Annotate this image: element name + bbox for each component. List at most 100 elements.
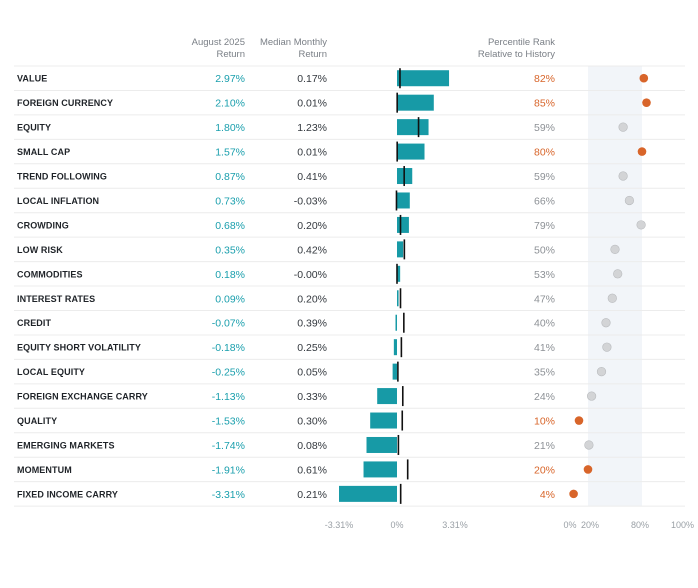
rank-axis-tick: 100% [671, 520, 694, 530]
median-return-value: -0.03% [294, 195, 327, 207]
factor-label: EQUITY SHORT VOLATILITY [17, 343, 141, 353]
factor-row: MOMENTUM -1.91% 0.61% 20% [14, 459, 685, 483]
percentile-value: 59% [534, 171, 555, 183]
factor-label: QUALITY [17, 416, 57, 426]
percentile-dot [613, 269, 623, 279]
median-return-value: 0.33% [297, 391, 327, 403]
percentile-dot-highlight [639, 73, 649, 83]
percentile-dot [610, 244, 620, 254]
bar-axis-tick: -3.31% [325, 520, 354, 530]
factor-label: FOREIGN CURRENCY [17, 98, 113, 108]
august-return-value: -3.31% [212, 489, 245, 501]
august-return-value: 0.87% [215, 171, 245, 183]
median-return-value: -0.00% [294, 269, 327, 281]
august-return-value: 1.80% [215, 122, 245, 134]
bar-axis-tick: 3.31% [442, 520, 468, 530]
percentile-header-line2: Relative to History [478, 49, 555, 60]
factor-row: FOREIGN EXCHANGE CARRY -1.13% 0.33% 24% [14, 386, 685, 409]
median-return-value: 0.41% [297, 171, 327, 183]
percentile-dot [636, 220, 646, 230]
percentile-value: 10% [534, 416, 555, 428]
factor-row: LOW RISK 0.35% 0.42% 50% [14, 239, 685, 263]
percentile-dot [618, 122, 628, 132]
percentile-value: 80% [534, 147, 555, 159]
august-return-value: -0.07% [212, 318, 245, 330]
return-bar [397, 143, 425, 160]
factor-row: CREDIT -0.07% 0.39% 40% [14, 312, 685, 336]
percentile-dot [584, 440, 594, 450]
factor-label: FIXED INCOME CARRY [17, 489, 118, 499]
percentile-value: 66% [534, 195, 555, 207]
factor-label: INTEREST RATES [17, 294, 95, 304]
august-return-value: 2.97% [215, 73, 245, 85]
factor-row: FIXED INCOME CARRY -3.31% 0.21% 4% [14, 483, 685, 507]
percentile-value: 59% [534, 122, 555, 134]
percentile-dot-highlight [574, 416, 584, 425]
percentile-value: 35% [534, 367, 555, 379]
median-return-value: 1.23% [297, 122, 327, 134]
percentile-dot-highlight [637, 147, 647, 156]
factor-row: FOREIGN CURRENCY 2.10% 0.01% 85% [14, 92, 685, 116]
return-bar [397, 290, 399, 307]
factor-label: EMERGING MARKETS [17, 440, 115, 450]
bar-axis-tick: 0% [390, 520, 403, 530]
percentile-dot [607, 293, 617, 303]
median-return-value: 0.61% [297, 464, 327, 476]
august-return-value: 0.09% [215, 293, 245, 305]
august-return-value: -1.13% [212, 391, 245, 403]
median-return-header-line1: Median Monthly [260, 37, 327, 48]
august-return-value: -0.18% [212, 342, 245, 354]
return-bar [397, 70, 450, 87]
percentile-header-line1: Percentile Rank [488, 37, 555, 48]
percentile-value: 20% [534, 464, 555, 476]
median-return-value: 0.17% [297, 73, 327, 85]
factor-label: CROWDING [17, 220, 69, 230]
aug-return-header-line2: Return [216, 49, 245, 60]
percentile-dot-highlight [569, 489, 578, 499]
return-bar [397, 216, 409, 233]
rank-axis-tick: 0% [563, 520, 576, 530]
aug-return-header-line1: August 2025 [192, 37, 245, 48]
factor-row: LOCAL INFLATION 0.73% -0.03% 66% [14, 190, 685, 214]
median-return-value: 0.01% [297, 98, 327, 110]
return-bar [397, 265, 401, 282]
return-bar [366, 436, 397, 453]
return-bar [397, 192, 410, 209]
factor-row: EMERGING MARKETS -1.74% 0.08% 21% [14, 434, 685, 458]
percentile-value: 53% [534, 269, 555, 281]
axis-ticks: -3.31% 0% 3.31% 0% 20% 80% 100% [325, 520, 694, 530]
return-bar [395, 314, 397, 331]
percentile-dot-highlight [642, 98, 651, 107]
median-return-value: 0.20% [297, 293, 327, 305]
percentile-value: 21% [534, 440, 555, 452]
august-return-value: -1.53% [212, 416, 245, 428]
percentile-value: 41% [534, 342, 555, 354]
percentile-dot-highlight [583, 465, 593, 474]
factor-row: TREND FOLLOWING 0.87% 0.41% 59% [14, 166, 685, 189]
august-return-value: -0.25% [212, 367, 245, 379]
rank-axis-tick: 20% [581, 520, 599, 530]
percentile-dot [601, 318, 611, 328]
column-headers: August 2025 Return Median Monthly Return… [192, 37, 556, 60]
factor-label: LOCAL INFLATION [17, 196, 99, 206]
factor-label: EQUITY [17, 123, 51, 133]
august-return-value: -1.91% [212, 464, 245, 476]
august-return-value: 0.35% [215, 244, 245, 256]
percentile-value: 40% [534, 318, 555, 330]
median-return-value: 0.01% [297, 147, 327, 159]
august-return-value: 0.68% [215, 220, 245, 232]
factor-label: COMMODITIES [17, 269, 83, 279]
factor-row: EQUITY SHORT VOLATILITY -0.18% 0.25% 41% [14, 337, 685, 360]
factor-label: CREDIT [17, 318, 52, 328]
factor-row: INTEREST RATES 0.09% 0.20% 47% [14, 288, 685, 311]
return-bar [397, 241, 404, 258]
return-bar [370, 412, 397, 429]
factor-label: VALUE [17, 74, 47, 84]
factor-label: FOREIGN EXCHANGE CARRY [17, 392, 148, 402]
factor-label: TREND FOLLOWING [17, 172, 107, 182]
percentile-dot [586, 391, 597, 401]
percentile-value: 85% [534, 98, 555, 110]
factor-label: LOCAL EQUITY [17, 367, 85, 377]
median-return-value: 0.20% [297, 220, 327, 232]
